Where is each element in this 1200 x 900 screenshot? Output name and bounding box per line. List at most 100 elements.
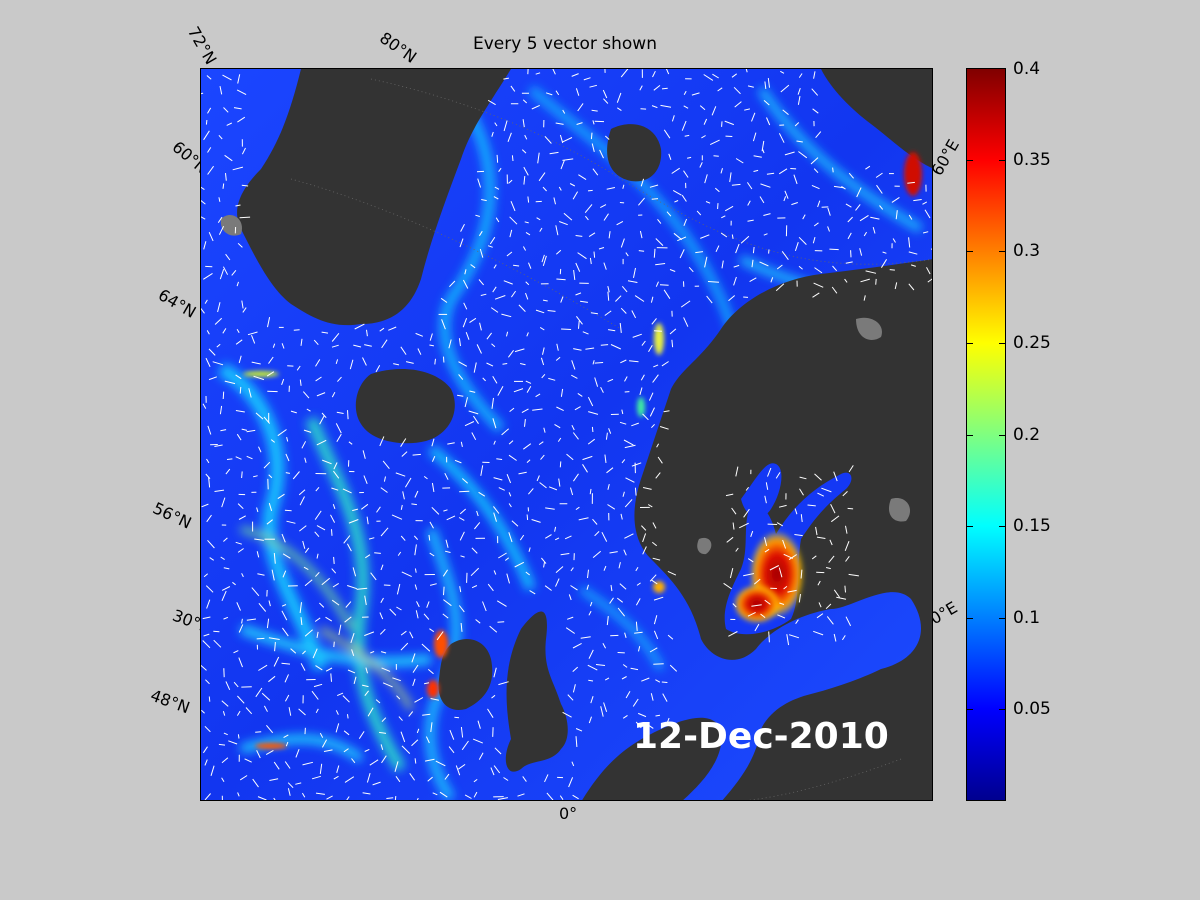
velocity-vector: [205, 119, 208, 125]
current-speed-map: [201, 69, 932, 800]
velocity-vector: [782, 539, 787, 549]
velocity-vector: [656, 443, 660, 448]
velocity-vector: [492, 418, 497, 429]
velocity-vector: [585, 347, 595, 350]
velocity-vector: [600, 706, 604, 717]
velocity-vector: [816, 613, 824, 619]
velocity-vector: [863, 295, 866, 301]
velocity-vector: [414, 584, 418, 590]
velocity-vector: [535, 393, 541, 398]
velocity-vector: [431, 456, 436, 462]
velocity-vector: [304, 629, 313, 637]
velocity-vector: [364, 344, 372, 347]
velocity-vector: [607, 291, 610, 301]
velocity-vector: [813, 222, 819, 227]
velocity-vector: [764, 537, 768, 547]
velocity-vector: [509, 229, 513, 238]
velocity-vector: [241, 300, 244, 309]
velocity-vector: [220, 556, 225, 561]
velocity-vector: [775, 472, 781, 479]
velocity-vector: [208, 231, 214, 242]
velocity-vector: [247, 331, 258, 336]
velocity-vector: [265, 749, 274, 756]
velocity-vector: [273, 761, 280, 770]
velocity-vector: [589, 257, 592, 265]
velocity-vector: [319, 763, 323, 774]
velocity-vector: [667, 570, 677, 576]
velocity-vector: [458, 605, 465, 613]
velocity-vector: [817, 200, 821, 208]
velocity-vector: [891, 196, 900, 203]
velocity-vector: [522, 119, 525, 128]
velocity-vector: [635, 621, 638, 631]
velocity-vector: [562, 137, 573, 143]
velocity-vector: [368, 537, 375, 540]
velocity-vector: [638, 646, 641, 652]
velocity-vector: [428, 534, 431, 541]
velocity-vector: [465, 332, 470, 340]
velocity-vector: [882, 251, 887, 254]
velocity-vector: [491, 397, 494, 409]
velocity-vector: [319, 732, 324, 738]
velocity-vector: [812, 236, 816, 244]
velocity-vector: [358, 731, 365, 739]
velocity-vector: [525, 571, 531, 576]
velocity-vector: [236, 710, 241, 716]
velocity-vector: [315, 359, 321, 367]
velocity-vector: [829, 539, 833, 546]
velocity-vector: [514, 348, 525, 353]
velocity-vector: [336, 411, 344, 414]
velocity-vector: [726, 536, 734, 543]
velocity-vector: [459, 508, 467, 515]
velocity-vector: [220, 429, 227, 432]
velocity-vector: [524, 221, 529, 224]
velocity-vector: [475, 619, 481, 624]
velocity-vector: [497, 797, 508, 800]
velocity-vector: [640, 374, 645, 381]
velocity-vector: [266, 519, 273, 525]
velocity-vector: [314, 617, 321, 622]
velocity-vector: [201, 307, 205, 314]
velocity-vector: [610, 584, 613, 592]
velocity-vector: [570, 487, 574, 496]
velocity-vector: [380, 527, 389, 537]
velocity-vector: [603, 98, 609, 104]
velocity-vector: [241, 184, 249, 187]
velocity-vector: [510, 201, 516, 212]
velocity-vector: [273, 656, 280, 667]
lat-label-48n: 48°N: [147, 685, 193, 718]
colorbar-tick-label: 0.35: [1013, 149, 1051, 170]
velocity-vector: [661, 681, 668, 683]
velocity-vector: [411, 739, 419, 747]
velocity-vector: [787, 589, 797, 593]
velocity-vector: [622, 714, 628, 719]
velocity-vector: [394, 796, 397, 800]
velocity-vector: [219, 85, 223, 95]
velocity-vector: [246, 618, 256, 621]
velocity-vector: [255, 412, 264, 420]
velocity-vector: [362, 450, 366, 459]
velocity-vector: [396, 606, 402, 611]
velocity-vector: [776, 522, 784, 527]
velocity-vector: [338, 624, 342, 635]
velocity-vector: [640, 178, 645, 187]
velocity-vector: [431, 482, 435, 492]
velocity-vector: [793, 174, 798, 185]
velocity-vector: [232, 166, 244, 171]
velocity-vector: [577, 392, 583, 397]
velocity-vector: [224, 380, 236, 385]
velocity-vector: [671, 115, 675, 122]
velocity-vector: [593, 251, 596, 258]
velocity-vector: [562, 711, 572, 718]
velocity-vector: [326, 795, 333, 800]
velocity-vector: [519, 363, 526, 366]
colorbar-tick-label: 0.1: [1013, 607, 1041, 628]
velocity-vector: [493, 512, 497, 522]
velocity-vector: [296, 365, 301, 371]
velocity-vector: [416, 728, 420, 734]
velocity-vector: [815, 526, 818, 536]
velocity-vector: [570, 567, 574, 572]
velocity-vector: [316, 525, 326, 531]
velocity-vector: [268, 474, 273, 479]
velocity-vector: [797, 87, 801, 95]
